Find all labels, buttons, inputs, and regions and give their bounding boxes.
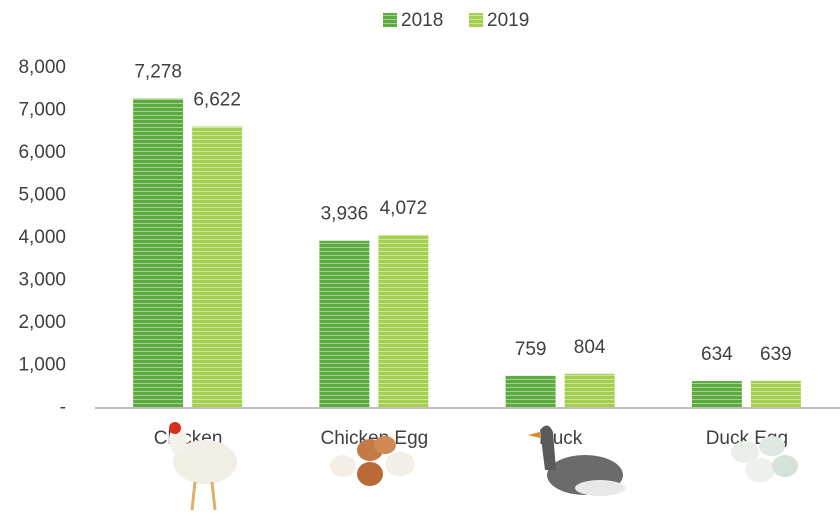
icons [169, 422, 798, 510]
bar [378, 235, 428, 408]
value-label: 3,936 [321, 204, 369, 225]
bar [692, 381, 742, 408]
legend-swatch [383, 13, 397, 27]
value-label: 6,622 [193, 90, 241, 111]
value-label: 639 [760, 344, 792, 365]
legend-swatch [469, 13, 483, 27]
y-tick-label: 6,000 [18, 142, 66, 163]
value-label: 7,278 [134, 62, 182, 83]
y-tick-label: 1,000 [18, 355, 66, 376]
chart: ChickenChicken EggDuckDuck Egg [0, 0, 840, 516]
value-label: 759 [515, 339, 547, 360]
y-tick-label: 8,000 [18, 57, 66, 78]
y-tick-label: - [60, 397, 66, 418]
bar [192, 127, 242, 408]
bar [506, 376, 556, 408]
y-tick-label: 3,000 [18, 270, 66, 291]
bar [133, 99, 183, 408]
bar [319, 241, 369, 408]
y-tick-label: 7,000 [18, 100, 66, 121]
value-label: 4,072 [380, 198, 428, 219]
value-label: 804 [574, 337, 606, 358]
bar [751, 381, 801, 408]
bar [565, 374, 615, 408]
value-label: 634 [701, 344, 733, 365]
legend-label: 2019 [487, 10, 529, 31]
legend-label: 2018 [401, 10, 443, 31]
y-tick-label: 2,000 [18, 312, 66, 333]
y-tick-label: 5,000 [18, 185, 66, 206]
y-tick-label: 4,000 [18, 227, 66, 248]
